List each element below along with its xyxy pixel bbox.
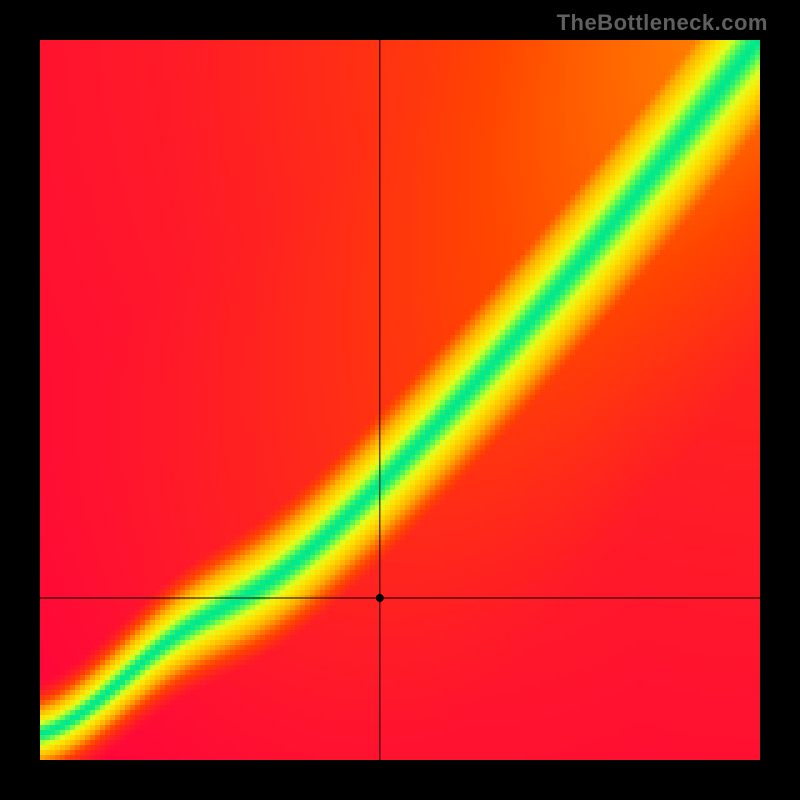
crosshair-overlay [40, 40, 760, 760]
watermark-text: TheBottleneck.com [557, 10, 768, 36]
crosshair-dot [376, 594, 384, 602]
chart-container: TheBottleneck.com [0, 0, 800, 800]
